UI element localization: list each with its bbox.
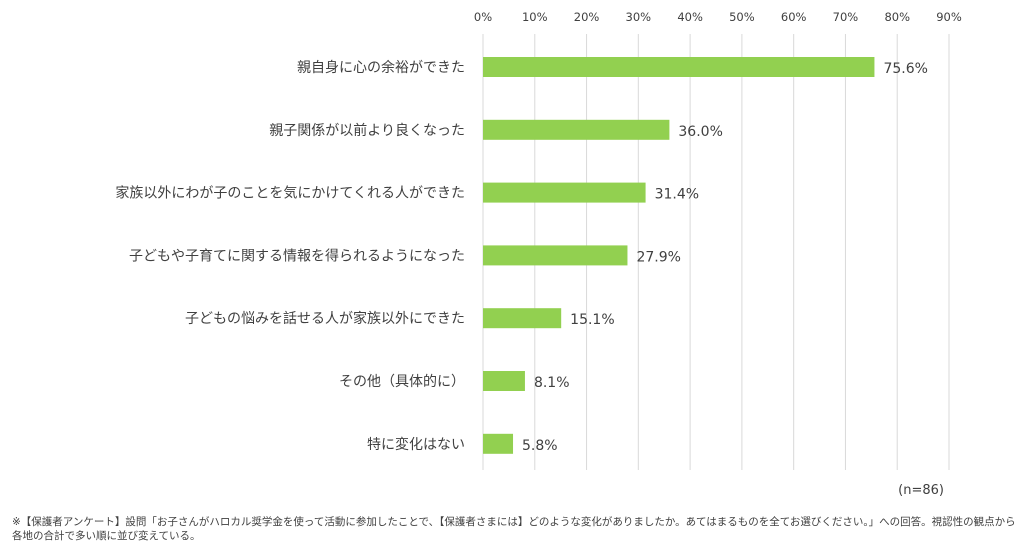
bar-chart: 0% 10% 20% 30% 40% 50% 60% 70% 80% 90% 親自身に心の余裕がで… (115, 10, 962, 498)
footnote: ※【保護者アンケート】設問「お子さんがハロカル奨学金を使って活動に参加したことで… (12, 516, 1016, 542)
value-labels: 75.6% 36.0% 31.4% 27.9% 15.1% 8.1% 5.8% (522, 61, 928, 454)
bar (483, 119, 670, 140)
x-tick-label: 20% (574, 10, 600, 24)
x-tick-label: 60% (781, 10, 807, 24)
bar-value-label: 5.8% (522, 438, 558, 454)
category-label: 親自身に心の余裕ができた (297, 59, 465, 76)
category-label: その他（具体的に） (339, 374, 465, 390)
bar-value-label: 27.9% (636, 249, 680, 265)
bar-value-label: 36.0% (678, 124, 722, 140)
bar (483, 308, 562, 329)
x-tick-label: 0% (474, 10, 492, 24)
x-tick-label: 10% (522, 10, 548, 24)
bar (483, 57, 875, 77)
x-tick-label: 50% (729, 10, 755, 24)
category-label: 家族以外にわが子のことを気にかけてくれる人ができた (115, 185, 465, 202)
bar-value-label: 31.4% (655, 187, 699, 203)
x-tick-label: 70% (833, 10, 859, 24)
x-tick-label: 40% (677, 10, 703, 24)
bar (483, 433, 514, 454)
category-label: 子どもや子育てに関する情報を得られるようになった (129, 247, 465, 264)
bar-value-label: 15.1% (570, 312, 614, 328)
bars (483, 57, 875, 454)
category-labels: 親自身に心の余裕ができた親子関係が以前より良くなった家族以外にわが子のことを気に… (115, 59, 465, 453)
gridlines (482, 34, 950, 470)
bar (483, 371, 525, 391)
category-label: 特に変化はない (367, 436, 465, 453)
bar (483, 245, 628, 266)
category-label: 子どもの悩みを話せる人が家族以外にできた (185, 310, 465, 327)
sample-size-note: (n=86) (898, 483, 944, 498)
x-tick-label: 30% (626, 10, 652, 24)
x-tick-label: 90% (936, 10, 962, 24)
x-axis-tick-labels: 0% 10% 20% 30% 40% 50% 60% 70% 80% 90% (474, 10, 962, 24)
bar (483, 182, 646, 203)
category-label: 親子関係が以前より良くなった (269, 122, 465, 139)
bar-value-label: 8.1% (534, 375, 570, 391)
x-tick-label: 80% (884, 10, 910, 24)
bar-value-label: 75.6% (883, 61, 927, 77)
